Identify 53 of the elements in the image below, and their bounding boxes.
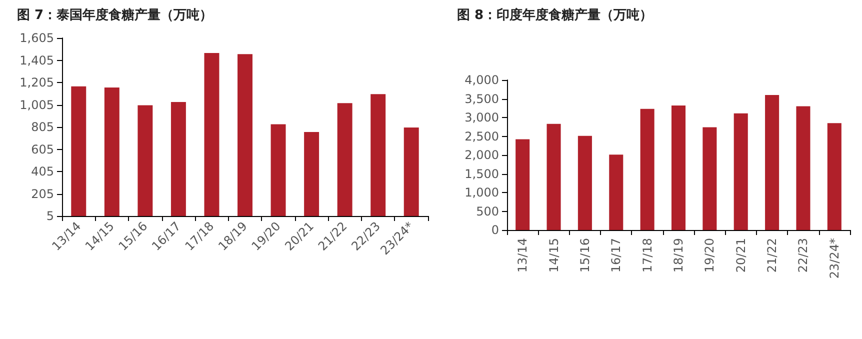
bar [270,124,286,216]
bar [578,136,592,230]
y-tick-label: 605 [31,142,54,156]
bar [170,102,186,216]
bar [609,154,624,230]
y-tick-label: 405 [31,164,54,178]
y-tick-label: 500 [476,204,499,218]
y-tick-label: 1,000 [464,186,499,200]
y-tick-label: 3,500 [464,92,499,106]
bar [370,94,386,216]
y-tick-label: 805 [31,120,54,134]
bar [827,123,842,230]
x-tick-label: 18/19 [672,238,686,273]
x-tick-label: 13/14 [516,238,530,273]
bar [71,86,86,216]
y-tick-label: 3,000 [464,110,499,124]
x-tick-label: 16/17 [609,238,624,273]
bar [204,53,220,216]
y-tick-label: 1,405 [20,53,54,68]
y-tick-label: 5 [46,209,54,223]
bar [104,88,120,216]
bar [640,108,654,230]
bar [702,127,717,230]
x-tick-label: 21/22 [765,238,780,273]
x-tick-label: 19/20 [702,238,717,273]
x-tick-label: 23/24* [827,238,842,279]
bar [337,103,352,216]
y-tick-label: 2,000 [464,148,499,162]
bar [238,54,252,216]
bar [796,106,810,230]
chart-title: 图 7：泰国年度食糖产量（万吨） [17,7,213,23]
y-tick-label: 1,005 [20,98,54,112]
y-tick-label: 1,500 [464,166,499,181]
y-tick-label: 1,605 [20,31,54,45]
bar [304,132,320,216]
bar [671,106,686,230]
x-tick-label: 20/21 [734,238,748,273]
x-tick-label: 14/15 [546,238,561,273]
bar [516,139,530,230]
y-tick-label: 0 [491,223,499,237]
y-tick-label: 205 [31,186,54,201]
chart-title: 图 8：印度年度食糖产量（万吨） [457,7,653,23]
bar [138,105,153,216]
x-tick-label: 15/16 [578,238,592,273]
y-tick-label: 4,000 [464,73,499,87]
x-tick-label: 22/23 [796,238,810,273]
bar [765,95,780,230]
bar [546,124,561,230]
bar [734,113,748,230]
y-tick-label: 2,500 [464,129,499,144]
y-tick-label: 1,205 [20,76,54,90]
x-tick-label: 17/18 [640,238,654,273]
bar [404,128,419,216]
